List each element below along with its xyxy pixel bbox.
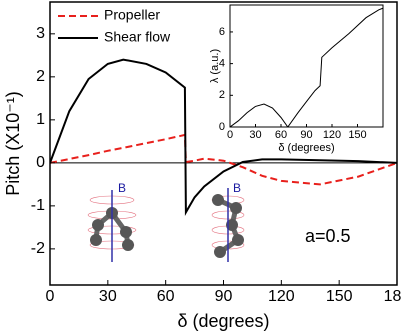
y-tick-label: 1 <box>36 111 45 128</box>
y-tick-label: 3 <box>36 25 45 42</box>
annotation: B <box>118 181 126 195</box>
x-tick-label: 120 <box>268 288 295 305</box>
plot-1: 0 30 60 90 120 150 0 2 4 6 δ (degrees) λ (a.u.) <box>209 4 384 154</box>
y-axis-label: λ (a.u.) <box>209 49 221 83</box>
annotation: B <box>233 181 241 195</box>
x-tick-label: 150 <box>326 288 353 305</box>
y-tick-label: -2 <box>31 240 45 257</box>
x-tick-label: 30 <box>249 129 261 141</box>
y-tick-label: 0 <box>36 154 45 171</box>
series-line <box>50 58 397 216</box>
x-tick-label: 120 <box>323 129 341 141</box>
legend-label: Shear flow <box>104 29 171 45</box>
series-line <box>50 133 397 186</box>
x-tick-label: 90 <box>300 129 312 141</box>
x-tick-label: 150 <box>348 129 366 141</box>
molecule-left <box>87 190 137 262</box>
x-tick-label: 60 <box>157 288 175 305</box>
x-tick-label: 60 <box>275 129 287 141</box>
y-tick-label: 6 <box>219 26 225 38</box>
y-tick-label: -1 <box>31 197 45 214</box>
x-tick-label: 0 <box>227 129 233 141</box>
y-axis-label: Pitch (X10⁻¹) <box>3 91 23 196</box>
y-tick-label: 2 <box>219 89 225 101</box>
legend-label: Propeller <box>104 7 160 23</box>
series-line <box>230 7 383 127</box>
y-tick-label: 4 <box>219 58 225 70</box>
y-tick-label: 0 <box>219 121 225 133</box>
y-tick-label: 2 <box>36 68 45 85</box>
x-tick-label: 180 <box>384 288 402 305</box>
x-tick-label: 30 <box>99 288 117 305</box>
molecule-right <box>211 188 245 262</box>
x-tick-label: 0 <box>46 288 55 305</box>
x-axis-label: δ (degrees) <box>177 311 269 331</box>
x-axis-label: δ (degrees) <box>278 142 334 154</box>
annotation: a=0.5 <box>305 226 351 246</box>
x-tick-label: 90 <box>215 288 233 305</box>
